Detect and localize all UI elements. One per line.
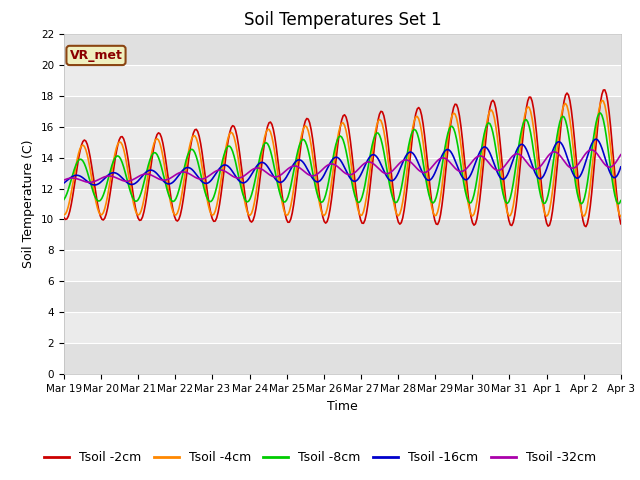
Legend: Tsoil -2cm, Tsoil -4cm, Tsoil -8cm, Tsoil -16cm, Tsoil -32cm: Tsoil -2cm, Tsoil -4cm, Tsoil -8cm, Tsoi… — [39, 446, 601, 469]
Tsoil -16cm — [541, 169, 549, 175]
Tsoil -2cm — [582, 224, 589, 229]
Tsoil -8cm — [616, 201, 623, 206]
Tsoil -32cm — [616, 154, 623, 160]
Tsoil -16cm — [617, 164, 625, 170]
Tsoil -2cm — [617, 221, 625, 227]
Tsoil -4cm — [614, 206, 621, 212]
Tsoil -32cm — [86, 180, 94, 185]
Tsoil -16cm — [79, 175, 87, 180]
Bar — [64, 157, 621, 189]
Line: Tsoil -32cm: Tsoil -32cm — [64, 150, 621, 182]
Tsoil -8cm — [60, 196, 68, 202]
Tsoil -8cm — [578, 201, 586, 207]
Tsoil -32cm — [79, 178, 87, 184]
Tsoil -32cm — [541, 157, 549, 163]
Bar — [64, 189, 621, 219]
Bar — [64, 343, 621, 374]
Tsoil -16cm — [592, 136, 600, 142]
Tsoil -8cm — [346, 171, 354, 177]
Tsoil -2cm — [79, 139, 87, 144]
Bar — [64, 251, 621, 281]
X-axis label: Time: Time — [327, 400, 358, 413]
Tsoil -8cm — [617, 198, 625, 204]
Tsoil -2cm — [601, 87, 609, 93]
Tsoil -8cm — [79, 158, 87, 164]
Y-axis label: Soil Temperature (C): Soil Temperature (C) — [22, 140, 35, 268]
Tsoil -4cm — [598, 97, 605, 103]
Bar — [64, 34, 621, 65]
Tsoil -32cm — [348, 171, 356, 177]
Tsoil -4cm — [346, 155, 354, 161]
Tsoil -16cm — [616, 168, 623, 174]
Line: Tsoil -16cm: Tsoil -16cm — [64, 139, 621, 185]
Tsoil -32cm — [60, 177, 68, 183]
Tsoil -16cm — [98, 179, 106, 184]
Title: Soil Temperatures Set 1: Soil Temperatures Set 1 — [244, 11, 441, 29]
Tsoil -2cm — [457, 123, 465, 129]
Tsoil -4cm — [60, 212, 68, 218]
Bar — [64, 312, 621, 343]
Tsoil -2cm — [97, 213, 104, 219]
Tsoil -16cm — [91, 182, 99, 188]
Tsoil -4cm — [97, 212, 104, 217]
Tsoil -4cm — [617, 214, 625, 219]
Tsoil -2cm — [540, 204, 548, 210]
Bar — [64, 281, 621, 312]
Tsoil -32cm — [458, 168, 466, 174]
Tsoil -32cm — [617, 152, 625, 157]
Tsoil -16cm — [60, 180, 68, 186]
Tsoil -2cm — [60, 215, 68, 220]
Tsoil -2cm — [346, 138, 354, 144]
Bar — [64, 219, 621, 251]
Line: Tsoil -4cm: Tsoil -4cm — [64, 100, 621, 216]
Tsoil -4cm — [540, 207, 548, 213]
Bar — [64, 65, 621, 96]
Tsoil -8cm — [457, 162, 465, 168]
Bar — [64, 127, 621, 157]
Line: Tsoil -2cm: Tsoil -2cm — [64, 90, 621, 227]
Tsoil -16cm — [348, 177, 356, 183]
Tsoil -32cm — [98, 175, 106, 181]
Tsoil -8cm — [97, 197, 104, 203]
Line: Tsoil -8cm: Tsoil -8cm — [64, 113, 621, 204]
Tsoil -32cm — [588, 147, 596, 153]
Bar — [64, 96, 621, 127]
Tsoil -16cm — [458, 174, 466, 180]
Tsoil -4cm — [457, 142, 465, 148]
Tsoil -8cm — [596, 110, 604, 116]
Tsoil -4cm — [79, 142, 87, 148]
Tsoil -8cm — [540, 201, 548, 206]
Text: VR_met: VR_met — [70, 49, 122, 62]
Tsoil -2cm — [616, 214, 623, 219]
